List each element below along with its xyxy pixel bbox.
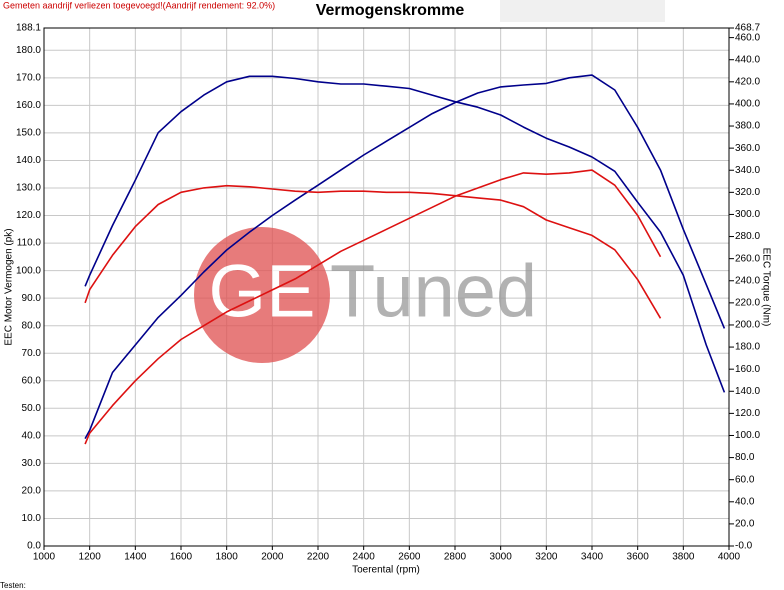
y-tick-label: 90.0 (22, 293, 42, 304)
watermark: GE Tuned (194, 227, 537, 363)
title-backdrop (500, 0, 665, 22)
x-tick-label: 1400 (124, 552, 147, 563)
y2-tick-label: 220.0 (735, 298, 760, 309)
y2-tick-label: 260.0 (735, 253, 760, 264)
y-tick-label: 130.0 (16, 183, 41, 194)
y2-tick-label: 380.0 (735, 121, 760, 132)
y-tick-label: 60.0 (22, 375, 42, 386)
x-tick-label: 3200 (535, 552, 558, 563)
y2-tick-label: 360.0 (735, 143, 760, 154)
y2-tick-label: 420.0 (735, 76, 760, 87)
watermark-right: Tuned (330, 250, 537, 333)
y-tick-label: 20.0 (22, 486, 42, 497)
y2-tick-label: 80.0 (735, 452, 755, 463)
x-tick-label: 2400 (353, 552, 376, 563)
y-tick-label: 40.0 (22, 430, 42, 441)
y-tick-label: 10.0 (22, 513, 42, 524)
y2-tick-label: -0.0 (735, 541, 753, 552)
y-tick-label: 150.0 (16, 128, 41, 139)
y-tick-label: 180.0 (16, 45, 41, 56)
x-tick-label: 1200 (79, 552, 102, 563)
y2-tick-label: 400.0 (735, 99, 760, 110)
y-axis-label: EEC Motor Vermogen (pk) (4, 228, 15, 345)
y-tick-label: 70.0 (22, 348, 42, 359)
marks-layer (84, 74, 726, 445)
y2-tick-label: 440.0 (735, 54, 760, 65)
y-tick-label: 160.0 (16, 100, 41, 111)
x-axis-label: Toerental (rpm) (352, 565, 420, 576)
y2-axis-label: EEC Torque (Nm) (760, 248, 771, 327)
x-tick-label: 2000 (261, 552, 284, 563)
y2-tick-label: 280.0 (735, 231, 760, 242)
y-tick-label: 30.0 (22, 458, 42, 469)
y-tick-label: 0.0 (27, 541, 41, 552)
y2-tick-label: 60.0 (735, 474, 755, 485)
series-line (84, 74, 726, 439)
y2-tick-label: 40.0 (735, 496, 755, 507)
y-tick-label: 100.0 (16, 265, 41, 276)
x-tick-label: 1000 (33, 552, 56, 563)
y2-tick-label: 160.0 (735, 364, 760, 375)
x-tick-label: 1600 (170, 552, 193, 563)
chart-title: Vermogenskromme (316, 2, 465, 19)
footer: Testen: (0, 581, 26, 590)
series-line (84, 75, 726, 393)
y-tick-label: 120.0 (16, 210, 41, 221)
series-line (84, 169, 662, 445)
x-tick-label: 2600 (398, 552, 421, 563)
y2-tick-label: 320.0 (735, 187, 760, 198)
series-line (84, 184, 662, 319)
x-tick-label: 3600 (627, 552, 650, 563)
plot-frame (43, 27, 730, 547)
y2-tick-label: 460.0 (735, 32, 760, 43)
y-tick-label: 50.0 (22, 403, 42, 414)
y2-tick-label: 140.0 (735, 386, 760, 397)
y2-tick-label: 100.0 (735, 430, 760, 441)
x-tick-label: 3400 (581, 552, 604, 563)
y-tick-label: 170.0 (16, 72, 41, 83)
note: Gemeten aandrijf verliezen toegevoegd!(A… (3, 0, 275, 10)
y-tick-label: 188.1 (16, 23, 41, 34)
y2-tick-label: 120.0 (735, 408, 760, 419)
y-tick-label: 140.0 (16, 155, 41, 166)
y2-tick-label: 240.0 (735, 275, 760, 286)
x-tick-label: 1800 (216, 552, 239, 563)
y2-tick-label: 20.0 (735, 519, 755, 530)
y2-tick-label: 180.0 (735, 342, 760, 353)
y-tick-label: 80.0 (22, 320, 42, 331)
x-tick-label: 4000 (718, 552, 741, 563)
watermark-left: GE (209, 250, 316, 333)
x-tick-label: 3800 (672, 552, 695, 563)
x-tick-label: 2800 (444, 552, 467, 563)
y2-tick-label: 340.0 (735, 165, 760, 176)
x-tick-label: 3000 (490, 552, 513, 563)
y2-tick-label: 468.7 (735, 23, 760, 34)
y2-tick-label: 300.0 (735, 209, 760, 220)
y-tick-label: 110.0 (17, 238, 42, 249)
y2-tick-label: 200.0 (735, 320, 760, 331)
x-tick-label: 2200 (307, 552, 330, 563)
